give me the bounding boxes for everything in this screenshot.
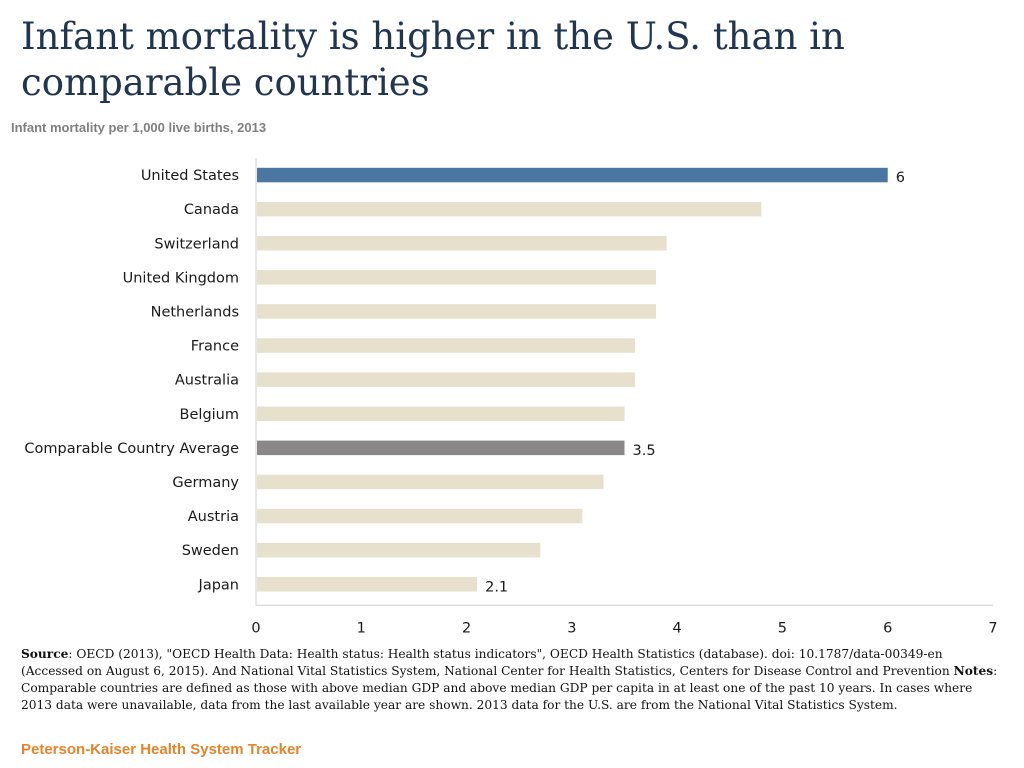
data-label-united-states: 6 [896, 170, 905, 186]
category-label-netherlands: Netherlands [151, 304, 239, 320]
category-label-united-kingdom: United Kingdom [123, 270, 239, 286]
category-label-belgium: Belgium [180, 407, 239, 423]
bar-united-states [257, 167, 888, 183]
x-tick-label-1: 1 [357, 620, 366, 636]
bar-australia [257, 372, 636, 387]
bar-chart: United States 6 Canada Switzerland United Ki… [24, 158, 998, 636]
bar-comparable-country-average [257, 440, 625, 456]
category-label-comparable-country-average: Comparable Country Average [24, 441, 239, 457]
x-tick-label-5: 5 [778, 620, 787, 636]
source-label: Source [21, 647, 69, 661]
bar-austria [257, 508, 583, 524]
category-label-germany: Germany [172, 475, 239, 491]
bar-netherlands [257, 304, 657, 319]
data-label-comparable-country-average: 3.5 [633, 443, 656, 459]
x-tick-label-6: 6 [883, 620, 892, 636]
bar-sweden [257, 542, 541, 558]
chart-subtitle: Infant mortality per 1,000 live births, … [11, 120, 267, 135]
source-text: : OECD (2013), "OECD Health Data: Health… [21, 647, 954, 678]
x-tick-label-2: 2 [462, 620, 471, 636]
bar-france [257, 338, 636, 353]
notes-label: Notes [953, 664, 994, 678]
data-label-japan: 2.1 [485, 579, 508, 595]
notes-text: : Comparable countries are defined as th… [21, 664, 998, 712]
bar-germany [257, 474, 604, 490]
brand-logo-text: Peterson-Kaiser Health System Tracker [21, 741, 302, 758]
chart-title: Infant mortality is higher in the U.S. t… [21, 15, 845, 104]
x-tick-label-0: 0 [251, 620, 260, 636]
category-label-france: France [191, 339, 239, 355]
x-tick-label-4: 4 [673, 620, 682, 636]
category-label-japan: Japan [198, 577, 239, 593]
category-label-austria: Austria [188, 509, 239, 525]
category-label-australia: Australia [175, 373, 239, 389]
x-tick-label-7: 7 [988, 620, 997, 636]
category-label-switzerland: Switzerland [154, 236, 239, 252]
bar-united-kingdom [257, 270, 657, 285]
category-label-canada: Canada [184, 202, 239, 218]
bar-canada [257, 201, 762, 217]
category-label-sweden: Sweden [182, 543, 239, 559]
bar-japan [257, 577, 478, 592]
source-notes: Source: OECD (2013), "OECD Health Data: … [21, 646, 1006, 714]
bar-switzerland [257, 236, 667, 251]
x-tick-label-3: 3 [567, 620, 576, 636]
bar-belgium [257, 406, 625, 421]
category-label-united-states: United States [141, 168, 239, 184]
